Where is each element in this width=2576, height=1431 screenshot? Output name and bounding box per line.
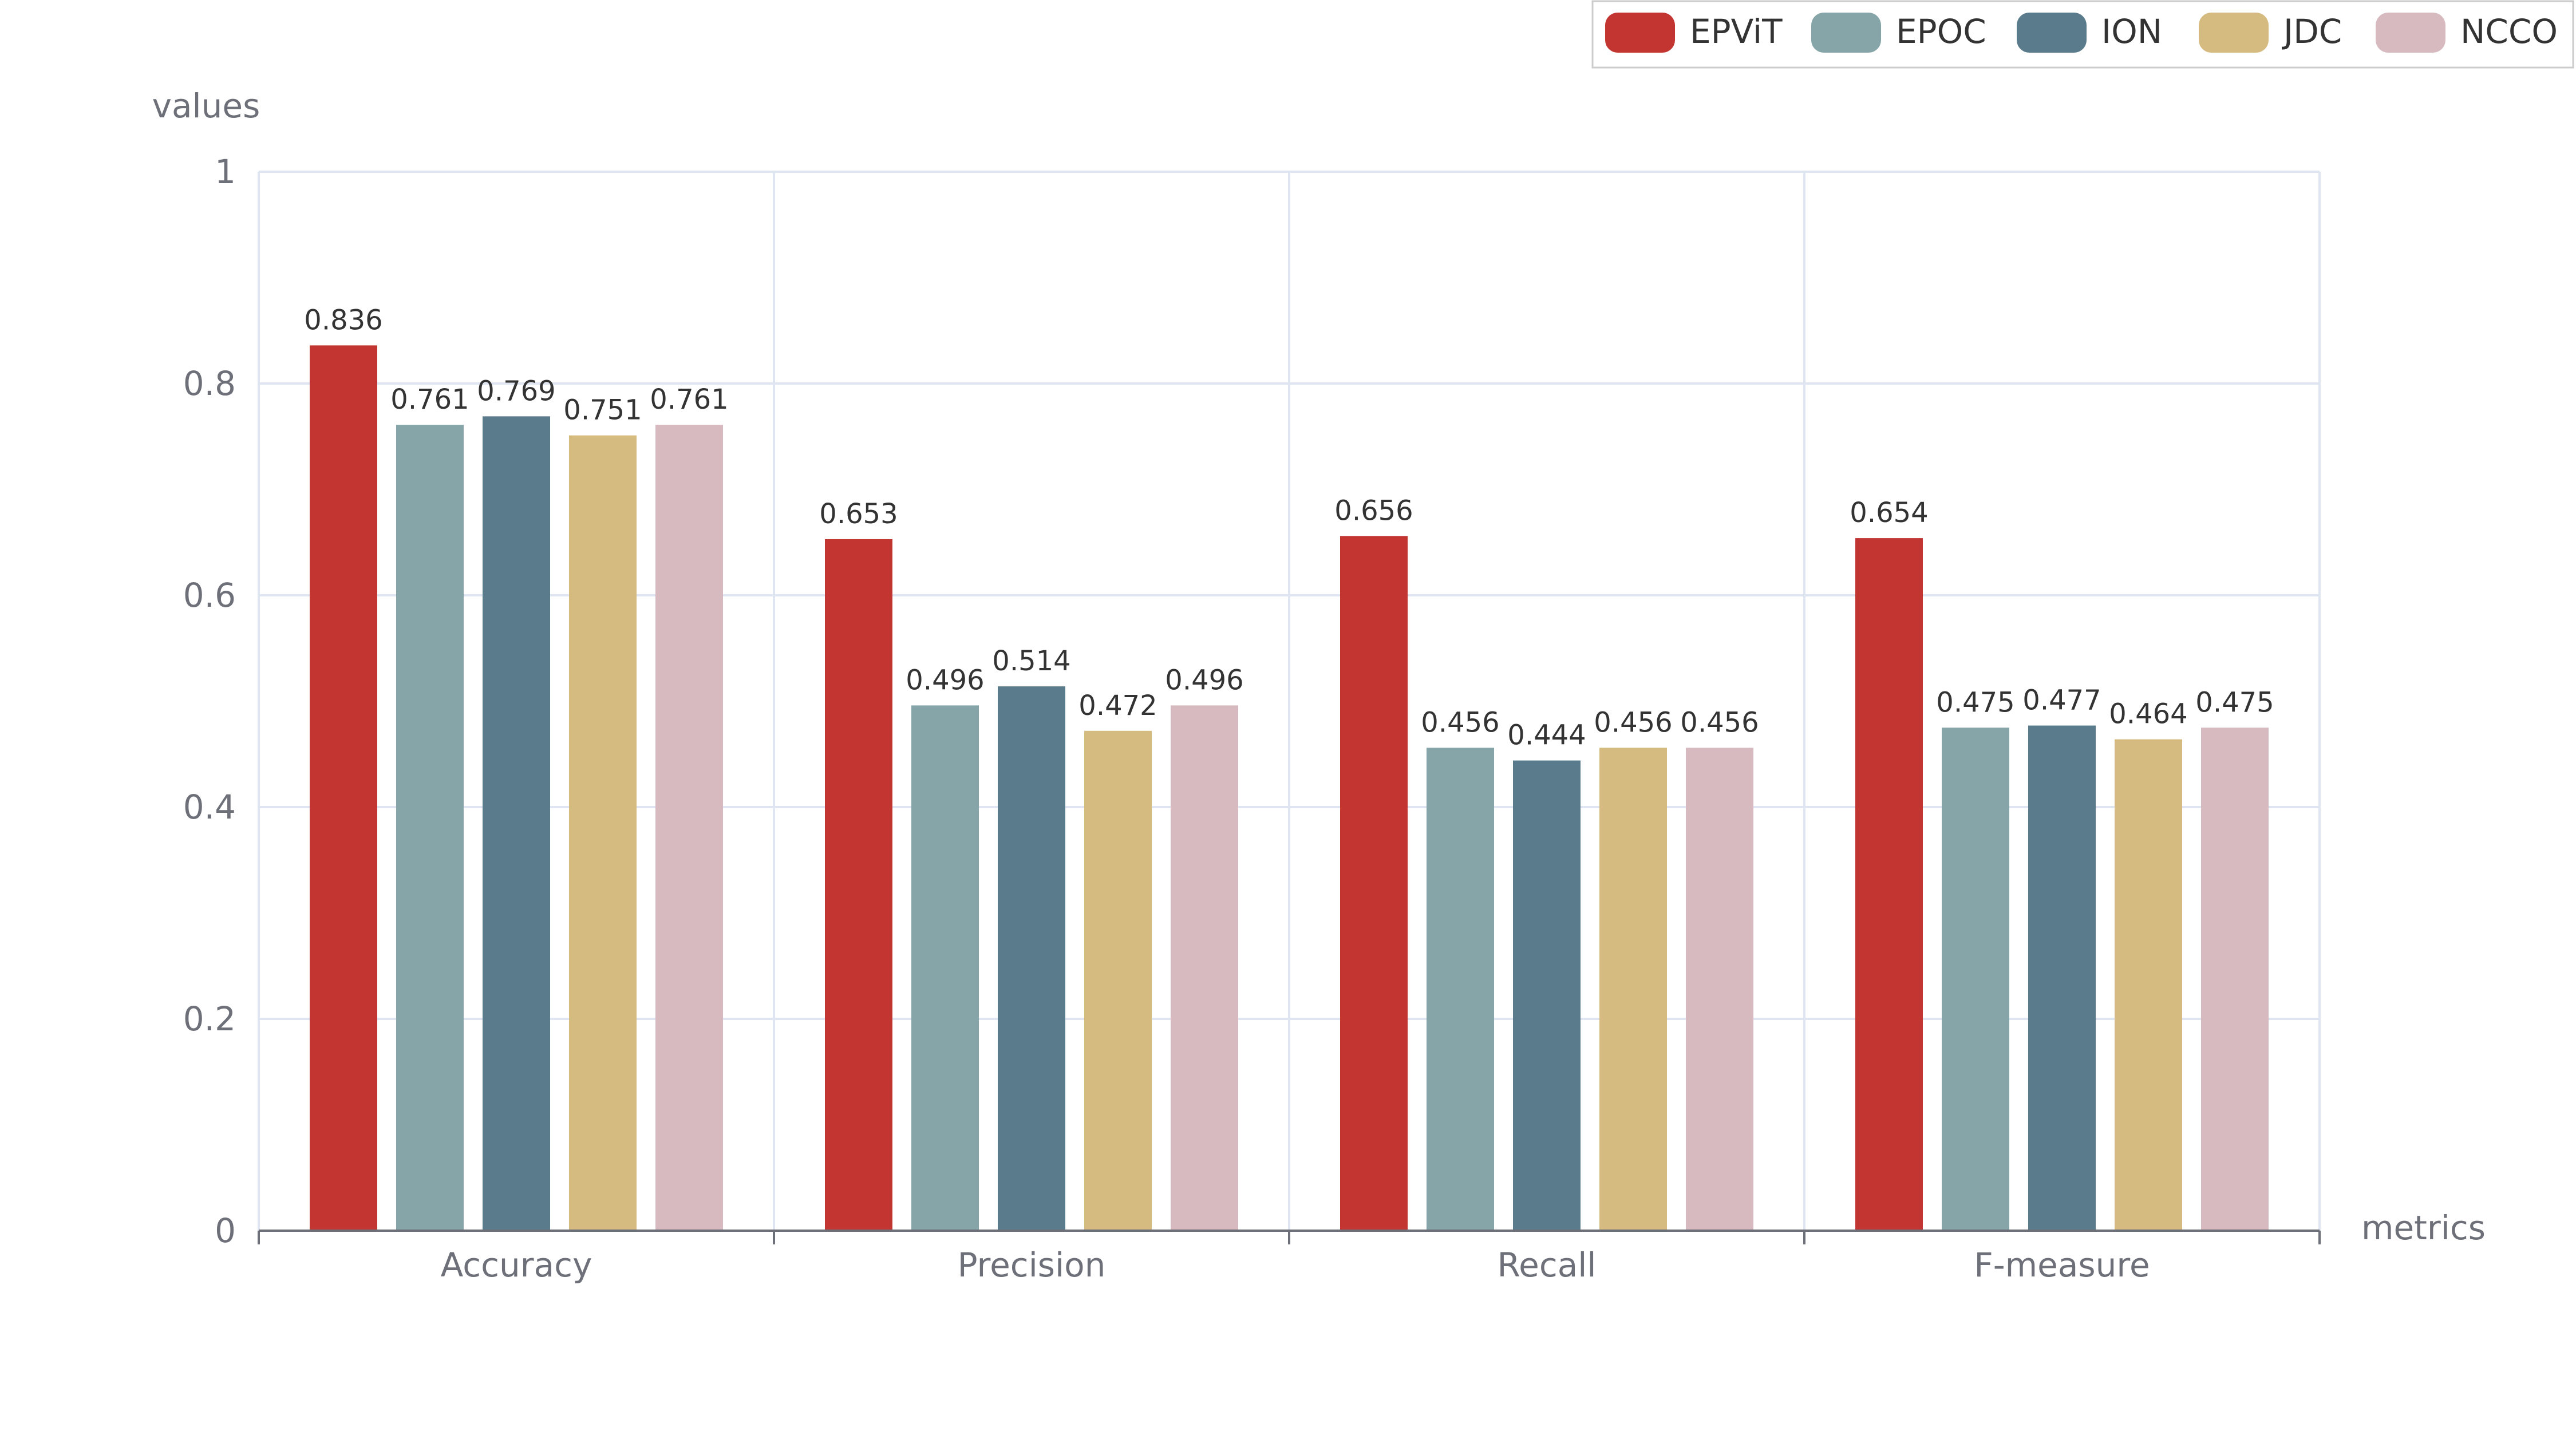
data-label: 0.653 <box>819 498 898 530</box>
y-axis-ticks: 0 0.2 0.4 0.6 0.8 1 <box>183 152 236 1250</box>
data-label: 0.751 <box>563 394 642 426</box>
bar-epvit-f-measure[interactable] <box>1855 538 1923 1231</box>
bar-ncco-accuracy[interactable] <box>655 425 723 1231</box>
legend-label: EPViT <box>1690 12 1783 51</box>
y-tick-label: 0.6 <box>183 576 236 615</box>
data-label: 0.654 <box>1850 497 1928 529</box>
legend-label: NCCO <box>2460 12 2558 51</box>
data-label: 0.456 <box>1421 706 1499 738</box>
bar-epvit-precision[interactable] <box>825 539 892 1231</box>
bars <box>310 345 2269 1231</box>
legend-item-ion[interactable]: ION <box>2017 12 2162 53</box>
legend-swatch <box>2376 13 2445 53</box>
data-label: 0.456 <box>1594 706 1672 738</box>
data-label: 0.475 <box>2195 686 2274 718</box>
bar-epvit-recall[interactable] <box>1340 536 1408 1231</box>
bar-ion-accuracy[interactable] <box>483 416 550 1231</box>
legend-label: EPOC <box>1896 12 1986 51</box>
legend-item-epvit[interactable]: EPViT <box>1605 12 1783 53</box>
bar-ncco-recall[interactable] <box>1686 748 1753 1231</box>
bar-ion-recall[interactable] <box>1513 760 1581 1231</box>
bar-ion-precision[interactable] <box>998 686 1065 1231</box>
data-label: 0.761 <box>390 384 469 416</box>
y-axis-label: values <box>152 86 260 125</box>
legend-item-jdc[interactable]: JDC <box>2199 12 2342 53</box>
data-label: 0.761 <box>650 384 728 416</box>
legend-item-epoc[interactable]: EPOC <box>1811 12 1986 53</box>
bar-epoc-recall[interactable] <box>1427 748 1494 1231</box>
y-tick-label: 0 <box>215 1211 236 1250</box>
data-label: 0.836 <box>304 304 382 336</box>
data-label: 0.496 <box>1165 664 1243 696</box>
legend-swatch <box>2199 13 2269 53</box>
data-label: 0.472 <box>1078 690 1157 722</box>
data-label: 0.769 <box>477 375 555 407</box>
data-label: 0.444 <box>1507 720 1586 752</box>
bar-ion-f-measure[interactable] <box>2028 725 2096 1231</box>
data-label: 0.456 <box>1680 706 1759 738</box>
legend-item-ncco[interactable]: NCCO <box>2376 12 2558 53</box>
legend-swatch <box>2017 13 2087 53</box>
bar-jdc-recall[interactable] <box>1599 748 1667 1231</box>
bar-ncco-f-measure[interactable] <box>2201 728 2269 1231</box>
bar-jdc-accuracy[interactable] <box>569 435 637 1231</box>
data-label: 0.477 <box>2022 685 2101 717</box>
y-tick-label: 0.4 <box>183 788 236 827</box>
legend-swatch <box>1811 13 1881 53</box>
x-tick-label: F-measure <box>1974 1246 2150 1284</box>
x-axis: Accuracy Precision Recall F-measure <box>258 1230 2321 1284</box>
bar-epoc-precision[interactable] <box>911 705 979 1231</box>
x-tick-label: Precision <box>958 1246 1106 1284</box>
x-tick-label: Recall <box>1497 1246 1596 1284</box>
y-tick-label: 0.8 <box>183 364 236 403</box>
data-label: 0.464 <box>2109 698 2187 730</box>
legend-swatch <box>1605 13 1675 53</box>
legend-label: ION <box>2101 12 2162 51</box>
bar-epvit-accuracy[interactable] <box>310 345 377 1231</box>
legend-label: JDC <box>2282 12 2342 51</box>
data-label: 0.496 <box>906 664 984 696</box>
x-tick-label: Accuracy <box>441 1246 592 1284</box>
bar-epoc-f-measure[interactable] <box>1942 728 2009 1231</box>
bar-jdc-f-measure[interactable] <box>2115 739 2182 1231</box>
x-axis-label: metrics <box>2361 1208 2486 1247</box>
data-label: 0.514 <box>992 645 1070 677</box>
bar-jdc-precision[interactable] <box>1084 730 1152 1231</box>
y-tick-label: 0.2 <box>183 999 236 1038</box>
y-tick-label: 1 <box>215 152 236 191</box>
data-label: 0.656 <box>1334 495 1413 527</box>
bar-epoc-accuracy[interactable] <box>396 425 464 1231</box>
bar-ncco-precision[interactable] <box>1171 705 1238 1231</box>
legend: EPViT EPOC ION JDC NCCO <box>1591 0 2574 69</box>
data-label: 0.475 <box>1936 686 2014 718</box>
